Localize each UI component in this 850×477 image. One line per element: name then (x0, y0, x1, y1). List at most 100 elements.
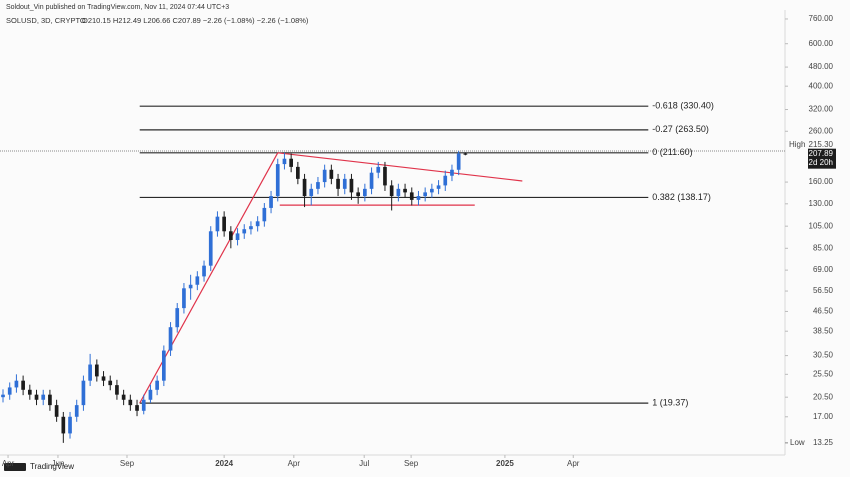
candle-body (316, 182, 320, 189)
candle-body (302, 178, 307, 197)
candle-body (309, 188, 314, 197)
candle-body (94, 364, 99, 377)
y-tick-label: 760.00 (809, 14, 834, 23)
branding: TradingView (30, 462, 74, 471)
countdown: 2d 20h (809, 158, 833, 167)
y-tick-label: 46.50 (813, 307, 834, 316)
candle-body (329, 169, 334, 179)
candle-body (168, 327, 173, 351)
candle-body (369, 172, 374, 189)
fib-label: -0.27 (263.50) (652, 124, 709, 134)
candle-body (148, 389, 153, 400)
candle-body (121, 394, 126, 400)
candle-body (363, 188, 367, 197)
x-tick-label: Apr (2, 459, 15, 468)
candle-body (222, 216, 226, 232)
candle-body (296, 166, 300, 179)
high-label: 215.30 (809, 140, 834, 149)
x-tick-label: Jun (52, 459, 65, 468)
high-title: High (789, 140, 805, 149)
y-tick-label: 30.50 (813, 351, 834, 360)
y-tick-label: 480.00 (809, 62, 834, 71)
y-tick-label: 20.50 (813, 392, 834, 401)
fib-label: 0 (211.60) (652, 147, 692, 157)
candle-body (14, 380, 19, 388)
candle-body (141, 399, 146, 411)
candle-body (376, 166, 381, 173)
candle-body (115, 385, 119, 395)
trend-line (277, 152, 523, 182)
fib-label: 1 (19.37) (652, 397, 688, 407)
candle-body (7, 387, 12, 395)
candle-body (128, 399, 133, 406)
candle-body (282, 158, 287, 165)
candle-body (21, 380, 25, 390)
low-title: Low (790, 438, 805, 447)
candle-body (450, 169, 454, 176)
x-tick-label: Sep (404, 459, 419, 468)
chart-title: SOLUSD, 3D, CRYPTO (6, 16, 86, 25)
fib-label: -0.618 (330.40) (652, 101, 714, 111)
candle-body (269, 196, 273, 208)
candle-body (235, 233, 240, 241)
candle-body (195, 276, 200, 285)
candle-body (188, 284, 193, 289)
candle-body (396, 188, 401, 197)
candle-body (74, 405, 79, 417)
candle-body (229, 231, 233, 241)
candle-body (336, 178, 340, 189)
candle-body (68, 416, 72, 434)
candle-body (81, 380, 86, 406)
candle-body (342, 178, 347, 189)
candle-body (41, 394, 46, 400)
x-tick-label: Sep (120, 459, 135, 468)
candle-body (443, 175, 448, 186)
candle-body (255, 221, 260, 227)
ohlc-text: O210.15 H212.49 L206.66 C207.89 −2.26 (−… (82, 16, 309, 25)
candle-body (262, 207, 267, 222)
candle-body (215, 216, 220, 232)
candle-body (182, 288, 186, 309)
candle-body (416, 196, 421, 200)
candle-body (161, 350, 166, 381)
candle-body (54, 405, 59, 417)
candle-body (456, 153, 461, 170)
candle-body (242, 229, 247, 234)
candle-body (423, 192, 428, 197)
candle-body (175, 308, 180, 328)
fib-label: 0.382 (138.17) (652, 192, 711, 202)
candle-body (430, 188, 434, 193)
candle-body (27, 389, 32, 395)
candle-body (383, 166, 387, 186)
y-tick-label: 85.00 (813, 243, 834, 252)
low-label: 13.25 (813, 438, 834, 447)
x-tick-label: 2025 (496, 459, 514, 468)
y-tick-label: 56.50 (813, 286, 834, 295)
candle-body (135, 405, 139, 411)
y-tick-label: 600.00 (809, 39, 834, 48)
candle-body (356, 192, 361, 197)
candle-body (34, 394, 39, 400)
candle-body (155, 380, 159, 390)
candle-body (108, 380, 113, 386)
candle-body (322, 169, 327, 183)
x-tick-label: Apr (288, 459, 301, 468)
candle-body (48, 394, 52, 406)
candle-body (1, 394, 5, 398)
last-price-label: 207.89 (809, 149, 834, 158)
x-tick-label: Apr (567, 459, 580, 468)
candle-body (403, 188, 407, 193)
candle-body (436, 185, 441, 189)
candle-body (389, 185, 394, 197)
y-tick-label: 400.00 (809, 81, 834, 90)
last-price-box (808, 148, 836, 169)
y-tick-label: 160.00 (809, 177, 834, 186)
candle-body (61, 416, 66, 434)
y-tick-label: 320.00 (809, 105, 834, 114)
y-tick-label: 38.50 (813, 326, 834, 335)
publisher: Soldout_Vin published on TradingView.com… (6, 4, 229, 11)
x-tick-label: 2024 (215, 459, 233, 468)
y-tick-label: 130.00 (809, 199, 834, 208)
